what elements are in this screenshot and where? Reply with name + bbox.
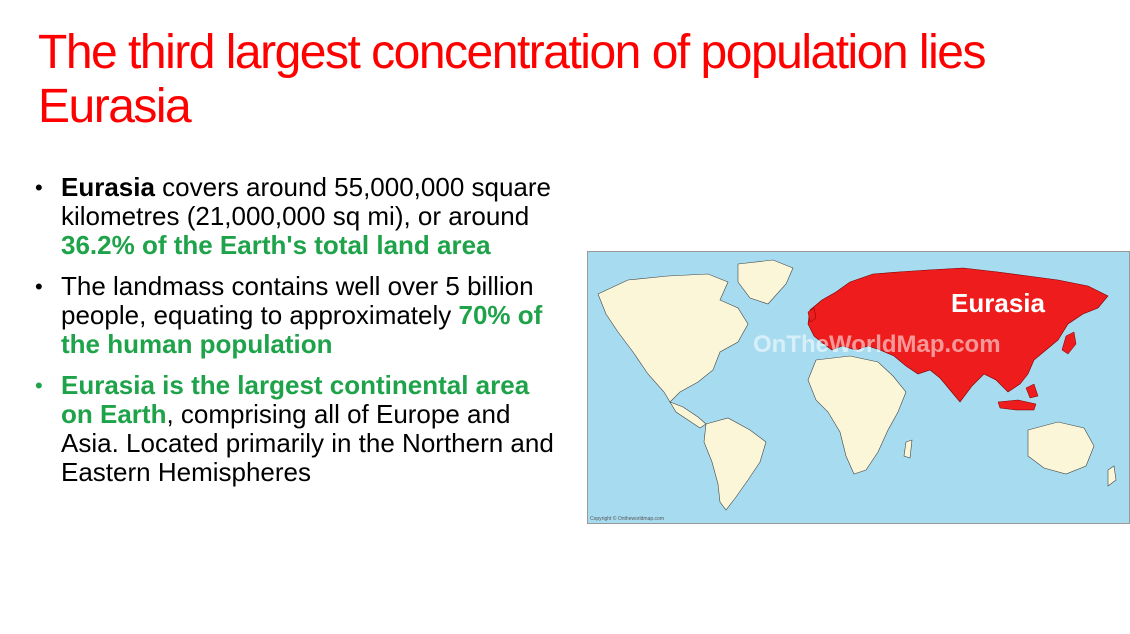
uk bbox=[807, 307, 817, 323]
madagascar bbox=[903, 439, 913, 459]
slide-title: The third largest concentration of popul… bbox=[38, 26, 986, 133]
bullet-item: • Eurasia is the largest continental are… bbox=[30, 371, 560, 487]
world-map-graphic: Eurasia OnTheWorldMap.com bbox=[588, 252, 1129, 523]
bullet-highlight: Eurasia is the largest continental area … bbox=[61, 370, 530, 429]
world-map: Eurasia OnTheWorldMap.com Copyright © On… bbox=[587, 251, 1130, 524]
central-america bbox=[669, 401, 707, 429]
indonesia bbox=[997, 399, 1037, 411]
africa bbox=[807, 355, 907, 475]
bullet-text: covers around 55,000,000 square kilometr… bbox=[61, 172, 552, 231]
bullet-text: The landmass contains well over 5 billio… bbox=[61, 271, 534, 330]
bullet-bold-text: Eurasia bbox=[61, 172, 155, 202]
bullet-dot-icon: • bbox=[35, 175, 43, 200]
north-america bbox=[597, 273, 749, 403]
philippines bbox=[1025, 383, 1039, 399]
map-copyright: Copyright © Ontheworldmap.com bbox=[590, 516, 664, 522]
map-watermark: OnTheWorldMap.com bbox=[753, 331, 1001, 358]
bullet-list: • Eurasia covers around 55,000,000 squar… bbox=[30, 173, 560, 499]
new-zealand bbox=[1107, 465, 1117, 487]
australia bbox=[1027, 421, 1095, 475]
bullet-highlight: 36.2% of the Earth's total land area bbox=[61, 230, 491, 260]
eurasia bbox=[807, 267, 1109, 403]
japan bbox=[1061, 331, 1077, 355]
bullet-text: , comprising all of Europe and Asia. Loc… bbox=[61, 399, 554, 487]
bullet-item: • Eurasia covers around 55,000,000 squar… bbox=[30, 173, 560, 260]
bullet-dot-icon: • bbox=[35, 373, 43, 398]
map-label: Eurasia bbox=[951, 288, 1045, 318]
bullet-item: • The landmass contains well over 5 bill… bbox=[30, 272, 560, 359]
bullet-dot-icon: • bbox=[35, 274, 43, 299]
bullet-highlight: 70% of the human population bbox=[61, 300, 543, 359]
greenland bbox=[737, 259, 794, 305]
south-america bbox=[703, 417, 767, 511]
